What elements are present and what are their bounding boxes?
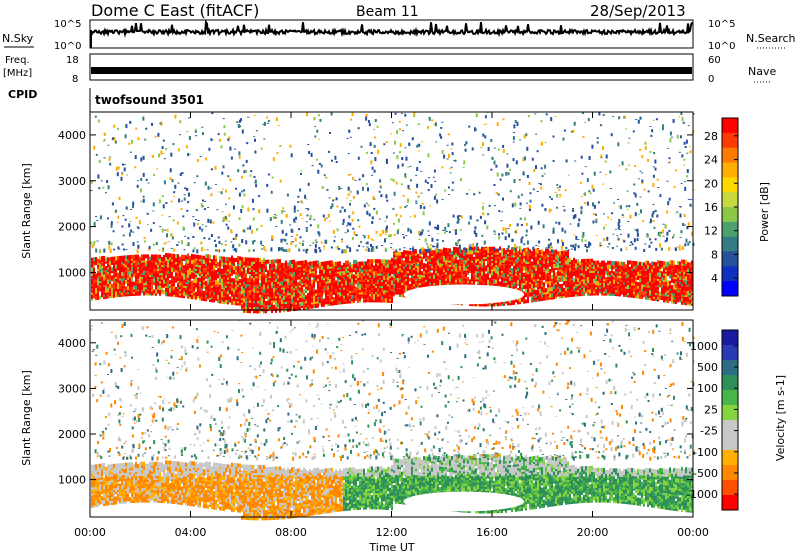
power-colorbar-swatch (722, 118, 738, 134)
power-colorbar-swatch (722, 132, 738, 149)
freq-label: Freq. (5, 55, 30, 66)
velocity-colorbar-swatch (722, 495, 738, 511)
x-tick-label: 04:00 (175, 526, 207, 539)
power-ytick-label: 1000 (58, 266, 86, 279)
power-colorbar-swatch (722, 281, 738, 297)
power-colorbar-tick-label: 24 (704, 154, 718, 167)
x-tick-label: 00:00 (74, 526, 106, 539)
power-colorbar-swatch (722, 251, 738, 267)
x-axis-label: Time UT (368, 541, 414, 554)
power-ytick-label: 3000 (58, 175, 86, 188)
freq-left-tick-bottom: 8 (72, 74, 78, 85)
velocity-colorbar-swatch (722, 375, 738, 391)
power-colorbar-swatch (722, 266, 738, 282)
freq-panel-frame (89, 53, 694, 81)
velocity-scatter (90, 320, 695, 521)
power-colorbar-tick-label: 16 (704, 201, 718, 214)
station-title: Dome C East (fitACF) (91, 1, 259, 20)
velocity-colorbar-label: Velocity [m s-1] (774, 375, 787, 461)
velocity-colorbar-tick-label: 100 (697, 382, 718, 395)
velocity-colorbar-tick-label: -25 (700, 425, 718, 438)
freq-left-tick-top: 18 (66, 55, 79, 66)
beam-label: Beam 11 (356, 4, 419, 20)
velocity-colorbar-swatch (722, 360, 738, 376)
x-tick-label: 00:00 (677, 526, 709, 539)
freq-trace (91, 67, 692, 74)
power-ytick-label: 4000 (58, 129, 86, 142)
velocity-colorbar-swatch (722, 345, 738, 361)
power-colorbar-label: Power [dB] (758, 182, 771, 242)
x-tick-label: 12:00 (376, 526, 408, 539)
nave-right-tick-top: 60 (708, 55, 721, 66)
velocity-colorbar-tick-label: 1000 (690, 340, 718, 353)
velocity-colorbar-tick-label: -500 (693, 467, 718, 480)
power-colorbar-tick-label: 8 (711, 248, 718, 261)
x-tick-label: 20:00 (577, 526, 609, 539)
power-colorbar-tick-label: 12 (704, 225, 718, 238)
power-colorbar-swatch (722, 221, 738, 238)
nave-right-tick-bottom: 0 (708, 74, 714, 85)
velocity-ytick-label: 4000 (58, 337, 86, 350)
velocity-ytick-label: 2000 (58, 428, 86, 441)
power-colorbar-swatch (722, 177, 738, 193)
x-axis-ticks: 00:00 04:00 08:00 12:00 16:00 20:00 00:00 (74, 112, 709, 539)
x-tick-label: 16:00 (476, 526, 508, 539)
velocity-colorbar-tick-label: -100 (693, 446, 718, 459)
power-colorbar-tick-label: 4 (711, 272, 718, 285)
velocity-colorbar-swatch (722, 405, 738, 421)
velocity-ytick-label: 3000 (58, 382, 86, 395)
velocity-colorbar-swatch (722, 465, 738, 481)
velocity-colorbar-tick-label: 25 (704, 403, 718, 416)
power-ytick-label: 2000 (58, 221, 86, 234)
power-colorbar: 28 24 20 16 12 8 4 (704, 117, 739, 297)
velocity-colorbar-swatch (722, 435, 738, 451)
velocity-colorbar-swatch (722, 480, 738, 496)
power-scatter (90, 112, 695, 314)
velocity-colorbar-tick-label: -1000 (686, 488, 718, 501)
nsky-left-tick-top: 10^5 (54, 19, 81, 30)
velocity-colorbar: 1000 500 100 25 -25 -100 -500 -1000 (686, 329, 739, 511)
power-colorbar-swatch (722, 147, 738, 163)
nsearch-label: N.Search (746, 32, 796, 45)
velocity-colorbar-tick-label: 500 (697, 361, 718, 374)
nsky-right-tick-bottom: 10^0 (708, 41, 735, 52)
power-colorbar-swatch (722, 162, 738, 178)
power-axes: 4000 3000 2000 1000 (58, 129, 693, 279)
power-colorbar-swatch (722, 192, 738, 208)
velocity-ytick-label: 1000 (58, 474, 86, 487)
nave-label: Nave (748, 65, 776, 78)
velocity-colorbar-frame (721, 329, 739, 511)
date-label: 28/Sep/2013 (590, 2, 686, 20)
power-colorbar-tick-label: 20 (704, 177, 718, 190)
velocity-colorbar-swatch (722, 450, 738, 466)
nsky-right-tick-top: 10^5 (708, 19, 735, 30)
nsky-left-tick-bottom: 10^0 (54, 41, 81, 52)
velocity-colorbar-swatch (722, 330, 738, 346)
power-colorbar-tick-label: 28 (704, 130, 718, 143)
power-colorbar-swatch (722, 236, 738, 252)
freq-units: [MHz] (3, 68, 32, 79)
nsky-trace (90, 19, 693, 48)
velocity-ylabel: Slant Range [km] (20, 370, 33, 466)
power-ylabel: Slant Range [km] (20, 163, 33, 259)
x-tick-label: 08:00 (275, 526, 307, 539)
power-colorbar-swatch (722, 207, 738, 223)
velocity-colorbar-swatch (722, 420, 738, 436)
nsky-line (90, 19, 693, 38)
cpid-label: CPID (8, 88, 37, 101)
cpid-program: twofsound 3501 (95, 93, 204, 107)
nsky-label: N.Sky (2, 32, 34, 45)
velocity-axes: 4000 3000 2000 1000 (58, 337, 693, 487)
velocity-colorbar-swatch (722, 390, 738, 406)
